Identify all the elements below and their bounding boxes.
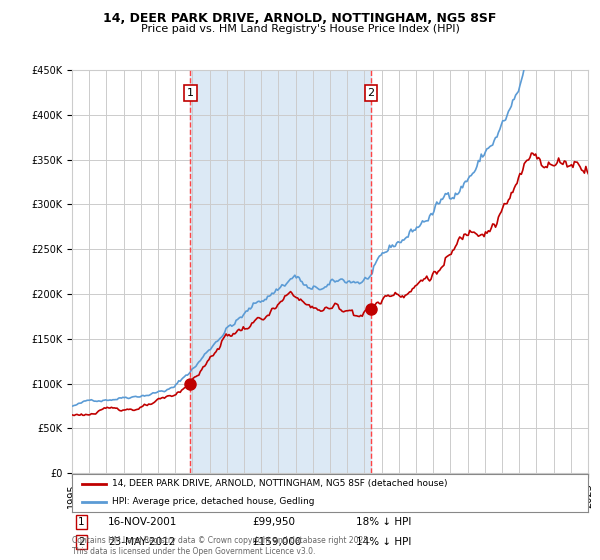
Text: £99,950: £99,950 xyxy=(253,517,296,527)
Text: HPI: Average price, detached house, Gedling: HPI: Average price, detached house, Gedl… xyxy=(112,497,315,506)
Text: 14, DEER PARK DRIVE, ARNOLD, NOTTINGHAM, NG5 8SF (detached house): 14, DEER PARK DRIVE, ARNOLD, NOTTINGHAM,… xyxy=(112,479,448,488)
Text: 2: 2 xyxy=(78,537,85,547)
Text: 23-MAY-2012: 23-MAY-2012 xyxy=(108,537,175,547)
Text: 2: 2 xyxy=(368,88,374,98)
Text: 14% ↓ HPI: 14% ↓ HPI xyxy=(356,537,411,547)
Text: Contains HM Land Registry data © Crown copyright and database right 2025.
This d: Contains HM Land Registry data © Crown c… xyxy=(72,536,371,556)
Text: 1: 1 xyxy=(187,88,194,98)
Text: Price paid vs. HM Land Registry's House Price Index (HPI): Price paid vs. HM Land Registry's House … xyxy=(140,24,460,34)
Text: £159,000: £159,000 xyxy=(253,537,302,547)
Text: 1: 1 xyxy=(78,517,85,527)
Text: 16-NOV-2001: 16-NOV-2001 xyxy=(108,517,178,527)
Text: 18% ↓ HPI: 18% ↓ HPI xyxy=(356,517,411,527)
Text: 14, DEER PARK DRIVE, ARNOLD, NOTTINGHAM, NG5 8SF: 14, DEER PARK DRIVE, ARNOLD, NOTTINGHAM,… xyxy=(103,12,497,25)
Bar xyxy=(190,70,371,473)
